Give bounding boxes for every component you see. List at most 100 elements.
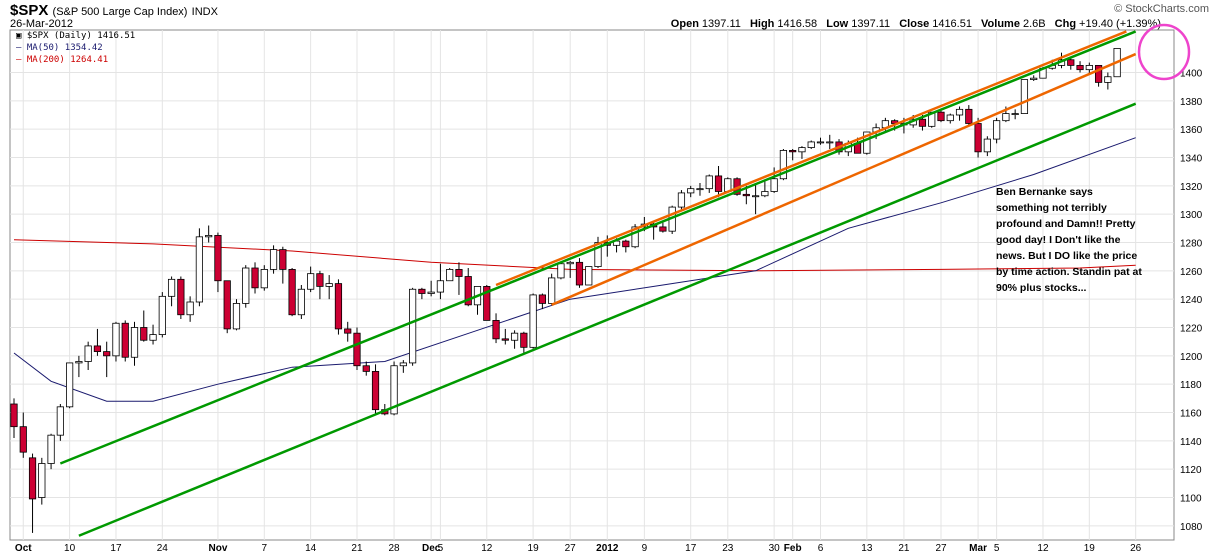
candle-body (19, 426, 27, 453)
x-tick-label: Feb (784, 543, 802, 554)
candle-body (483, 286, 491, 321)
y-tick-label: 1160 (1180, 409, 1202, 420)
candle-body (761, 191, 769, 197)
candle-body (10, 403, 18, 428)
x-tick-label: 5 (438, 543, 444, 554)
candle-body (232, 303, 241, 330)
candle-body (93, 345, 102, 352)
x-tick-label: 2012 (596, 543, 619, 554)
y-tick-label: 1400 (1180, 69, 1203, 80)
candle-body (965, 108, 973, 124)
candle-body (807, 141, 815, 148)
candle-body (362, 365, 370, 372)
candle-body (501, 338, 509, 341)
candle-body (1030, 77, 1038, 80)
candle-body (714, 175, 723, 192)
x-tick-label: 28 (389, 543, 401, 554)
candle-body (214, 235, 222, 282)
candle-body (186, 301, 194, 316)
candle-body (344, 328, 352, 334)
candle-body (520, 332, 528, 348)
x-tick-label: 14 (305, 543, 317, 554)
candle-body (56, 406, 64, 436)
candle-body (297, 288, 305, 316)
y-tick-label: 1200 (1180, 352, 1203, 363)
candle-body (529, 294, 537, 348)
candle-body (1085, 65, 1093, 71)
candle-body (798, 147, 806, 153)
candle-body (112, 322, 120, 357)
candle-body (863, 131, 871, 154)
legend-ma50-label: MA(50) 1354.42 (26, 43, 103, 53)
inner-channel-line (551, 52, 1137, 306)
y-tick-label: 1180 (1180, 380, 1202, 391)
legend-price-label: $SPX (Daily) 1416.51 (26, 31, 136, 41)
chg-label: Chg (1054, 18, 1077, 30)
candle-body (1067, 59, 1075, 66)
candle-body (177, 278, 185, 316)
y-tick-label: 1260 (1180, 267, 1203, 278)
candle-body (28, 457, 37, 500)
outer-channel-line (59, 30, 1137, 465)
low-label: Low (826, 18, 849, 30)
candle-body (140, 327, 148, 341)
candle-body (167, 278, 176, 297)
candle-body (66, 362, 74, 408)
candle-body (575, 261, 584, 286)
candle-body (742, 193, 750, 197)
candle-body (103, 351, 111, 357)
high-value: 1416.58 (777, 18, 818, 30)
trend-channels (59, 30, 1137, 537)
legend: ▣ $SPX (Daily) 1416.51 — MA(50) 1354.42 … (16, 30, 135, 66)
candle-body (659, 226, 667, 232)
candle-body (631, 226, 639, 248)
y-tick-label: 1360 (1180, 125, 1203, 136)
candle-body (38, 463, 46, 498)
candle-body (492, 320, 500, 340)
ma50-line (13, 137, 1136, 402)
candle-body (946, 114, 954, 122)
candle-body (75, 361, 83, 364)
candle-body (770, 178, 778, 192)
x-tick-label: 21 (351, 543, 363, 554)
candle-body (594, 242, 602, 267)
y-tick-label: 1240 (1180, 295, 1203, 306)
candle-body (205, 235, 213, 238)
candle-body (585, 266, 593, 286)
candle-body (260, 269, 268, 289)
candle-body (1011, 113, 1019, 115)
candle-body (548, 277, 556, 304)
candle-body (705, 175, 713, 190)
legend-ma50: — MA(50) 1354.42 (16, 43, 103, 53)
outer-channel-line (78, 102, 1137, 537)
legend-ma200: — MA(200) 1264.41 (16, 55, 109, 65)
candle-body (325, 283, 333, 287)
volume-label: Volume (981, 18, 1020, 30)
y-tick-label: 1380 (1180, 97, 1203, 108)
candle-body (130, 327, 139, 358)
candle-body (557, 263, 565, 279)
candle-body (399, 362, 407, 367)
x-tick-label: 27 (565, 543, 577, 554)
candle-body (158, 295, 166, 335)
highlight-circle (1137, 23, 1191, 81)
chart-date: 26-Mar-2012 (10, 18, 73, 30)
candle-body (223, 280, 231, 330)
candle-body (687, 188, 695, 194)
candle-body (242, 267, 250, 304)
y-tick-label: 1140 (1180, 437, 1202, 448)
volume-value: 2.6B (1022, 18, 1046, 30)
candle-body (779, 150, 788, 180)
candle-body (371, 371, 380, 411)
annotation-text: Ben Bernanke says something not terribly… (996, 186, 1142, 294)
exchange: INDX (191, 6, 218, 18)
candle-body (316, 273, 324, 287)
x-tick-label: Dec (422, 543, 441, 554)
x-tick-label: 5 (994, 543, 1000, 554)
y-tick-label: 1320 (1180, 182, 1203, 193)
candle-body (1020, 79, 1029, 114)
brand-logo: © StockCharts.com (1114, 3, 1209, 15)
candle-body (47, 434, 55, 464)
candle-body (974, 123, 982, 153)
